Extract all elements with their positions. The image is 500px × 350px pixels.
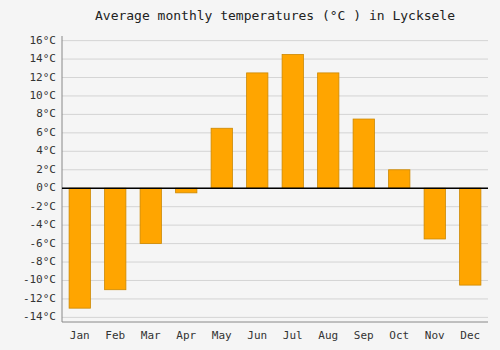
bar [353,119,374,188]
bars [69,54,481,308]
bar [460,188,481,285]
y-tick-label: 4°C [36,144,56,157]
grid-line [62,132,488,133]
bar [69,188,90,308]
x-tick-label: Mar [141,329,161,342]
bar [282,54,303,188]
x-tick-label: Jan [70,329,90,342]
y-tick-label: 14°C [30,52,57,65]
y-axis-line [62,36,63,322]
x-tick-label: May [212,329,232,342]
x-tick-label: Sep [354,329,374,342]
bar [389,170,410,188]
grid-line [62,169,488,170]
y-tick-label: 16°C [30,34,57,47]
y-tick-label: 2°C [36,163,56,176]
grid-line [62,298,488,299]
grid-line [62,95,488,96]
bar [424,188,445,239]
y-tick-label: -8°C [30,255,57,268]
x-tick-label: Dec [460,329,480,342]
x-tick-label: Oct [389,329,409,342]
y-tick-label: -6°C [30,237,57,250]
background [0,0,500,350]
bar [247,73,268,188]
bar [105,188,126,289]
title: Average monthly temperatures (°C ) in Ly… [95,8,455,23]
grid-line [62,59,488,60]
x-tick-label: Jun [247,329,267,342]
x-tick-label: Feb [105,329,125,342]
y-tick-label: -4°C [30,218,57,231]
y-tick-label: -2°C [30,200,57,213]
y-tick-label: -10°C [23,273,56,286]
y-tick-label: 12°C [30,71,57,84]
y-tick-label: -14°C [23,310,56,323]
x-tick-label: Nov [425,329,445,342]
grid-line [62,188,488,189]
grid-line [62,77,488,78]
y-tick-label: -12°C [23,292,56,305]
chart: Average monthly temperatures (°C ) in Ly… [0,0,500,350]
zero-line [62,187,488,189]
grid-line [62,40,488,41]
y-tick-label: 10°C [30,89,57,102]
x-tick-label: Jul [283,329,303,342]
x-tick-label: Apr [176,329,196,342]
x-axis-line [62,322,488,323]
y-tick-label: 8°C [36,107,56,120]
y-tick-label: 6°C [36,126,56,139]
bar [211,128,232,188]
y-tick-label: 0°C [36,181,56,194]
grid-line [62,114,488,115]
x-tick-label: Aug [318,329,338,342]
bar [318,73,339,188]
grid [62,41,488,318]
bar [140,188,161,243]
grid-line [62,151,488,152]
grid-line [62,317,488,318]
